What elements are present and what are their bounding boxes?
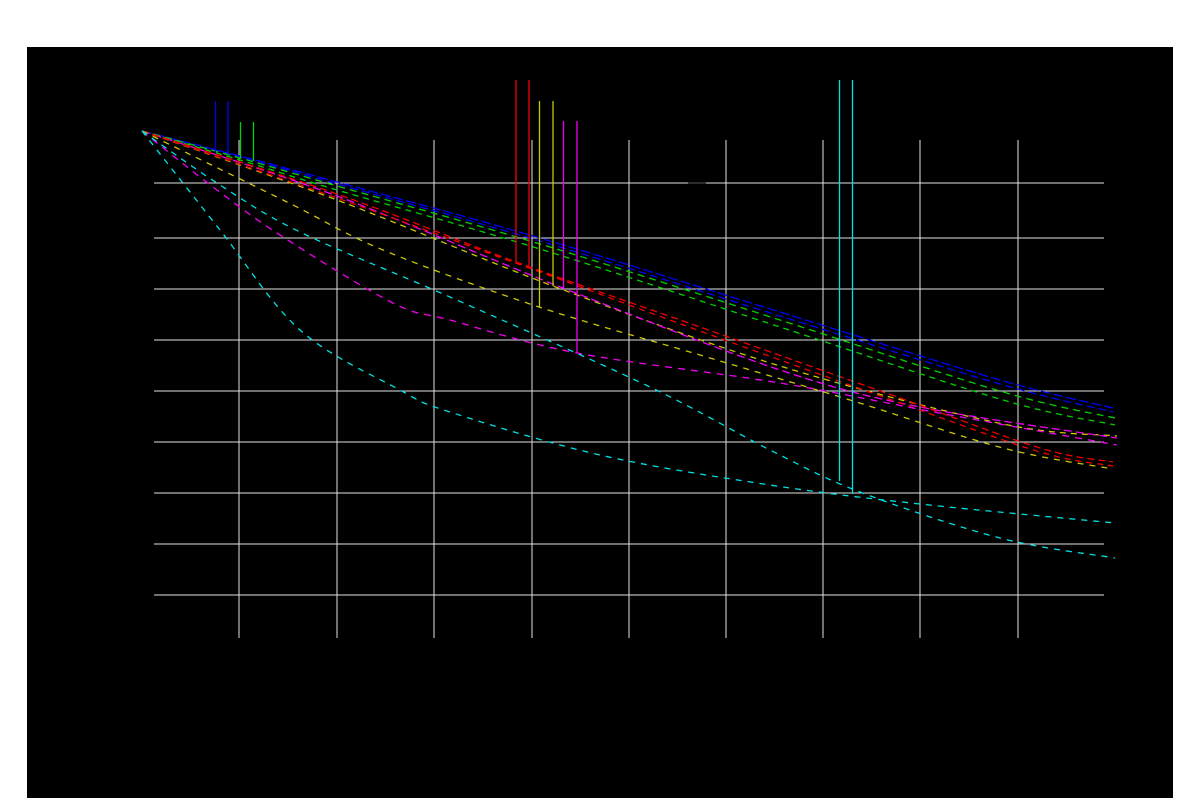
series-curve-red-1 <box>141 130 1114 463</box>
grid-layer <box>154 140 1104 638</box>
series-curve-yellow-2 <box>141 130 1114 470</box>
series-curve-cyan-1 <box>141 130 1116 559</box>
marker-layer <box>214 80 854 494</box>
series-layer <box>141 130 1118 559</box>
plot-panel <box>27 47 1173 798</box>
series-curve-green-2 <box>141 130 1116 426</box>
series-curve-cyan-2 <box>141 130 1116 524</box>
series-curve-red-2 <box>141 130 1114 467</box>
series-curve-magenta-2 <box>141 130 1118 446</box>
series-curve-blue-2 <box>141 130 1114 413</box>
series-curve-green-1 <box>141 130 1116 419</box>
series-curve-blue-1 <box>141 130 1114 409</box>
